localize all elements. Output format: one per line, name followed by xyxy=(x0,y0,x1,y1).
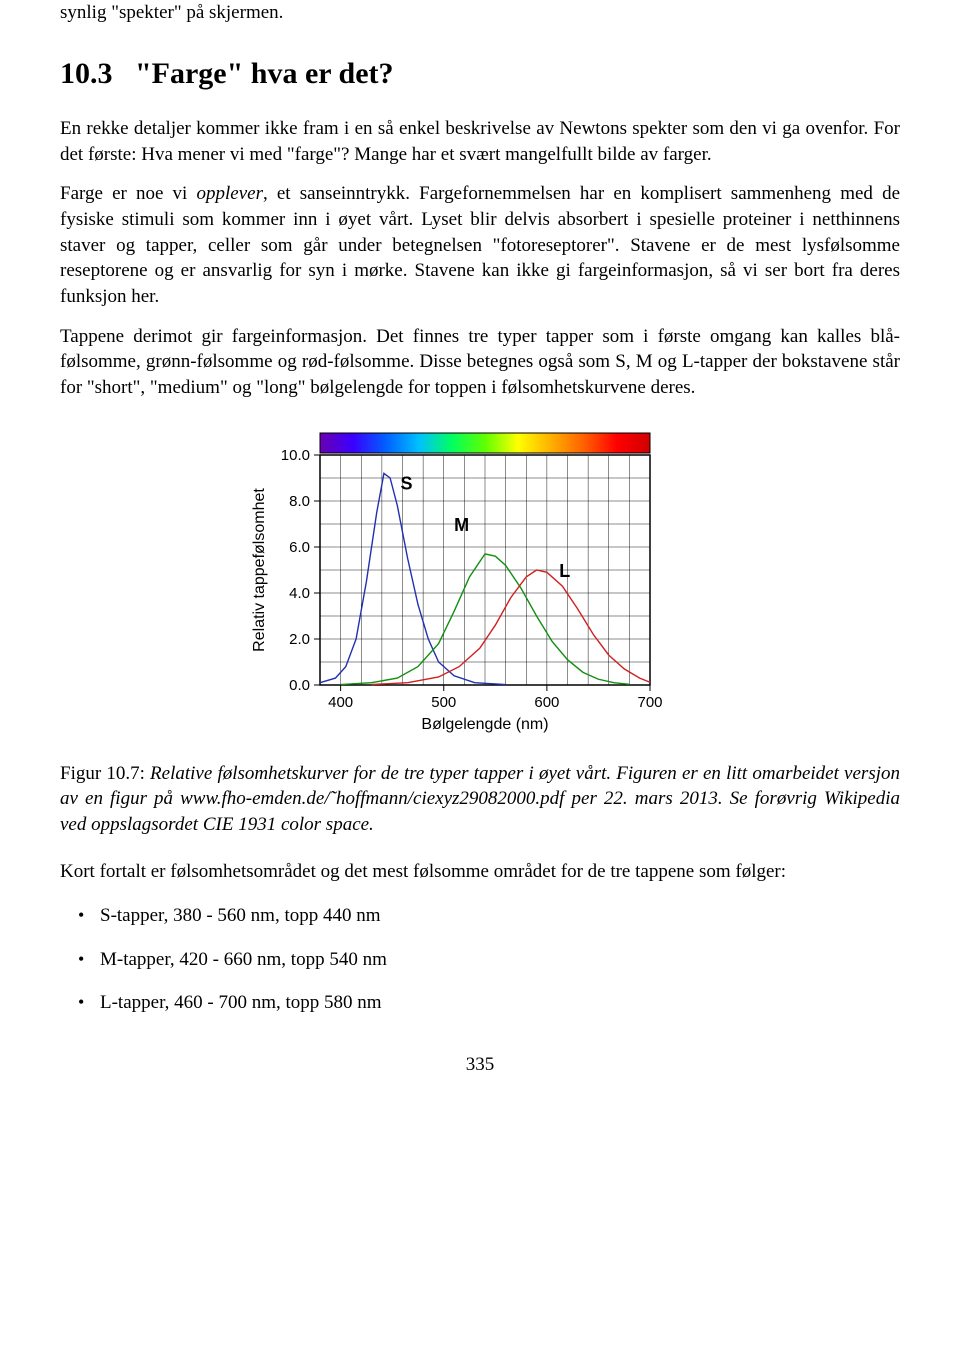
svg-text:4.0: 4.0 xyxy=(289,585,310,602)
svg-text:600: 600 xyxy=(534,694,559,711)
svg-text:700: 700 xyxy=(637,694,662,711)
list-item: M-tapper, 420 - 660 nm, topp 540 nm xyxy=(100,947,900,973)
svg-text:6.0: 6.0 xyxy=(289,539,310,556)
paragraph-4: Kort fortalt er følsomhetsområdet og det… xyxy=(60,859,900,885)
caption-text: Relative følsomhetskurver for de tre typ… xyxy=(60,763,900,835)
svg-text:S: S xyxy=(400,473,412,493)
para2a: Farge er noe vi xyxy=(60,183,196,204)
para2b: opplever xyxy=(196,183,262,204)
page-number: 335 xyxy=(60,1052,900,1078)
svg-text:500: 500 xyxy=(431,694,456,711)
fragment-top: synlig "spekter" på skjermen. xyxy=(60,0,900,26)
svg-text:Bølgelengde (nm): Bølgelengde (nm) xyxy=(421,716,548,733)
svg-text:Relativ tappefølsomhet: Relativ tappefølsomhet xyxy=(251,487,268,651)
cone-types-list: S-tapper, 380 - 560 nm, topp 440 nm M-ta… xyxy=(60,903,900,1016)
svg-text:8.0: 8.0 xyxy=(289,493,310,510)
svg-text:M: M xyxy=(454,514,469,534)
caption-label: Figur 10.7: xyxy=(60,763,150,784)
figure-caption: Figur 10.7: Relative følsomhetskurver fo… xyxy=(60,761,900,838)
svg-text:L: L xyxy=(559,560,570,580)
list-item: S-tapper, 380 - 560 nm, topp 440 nm xyxy=(100,903,900,929)
section-heading: 10.3 "Farge" hva er det? xyxy=(60,54,900,95)
paragraph-3: Tappene derimot gir fargeinformasjon. De… xyxy=(60,324,900,401)
section-title: "Farge" hva er det? xyxy=(135,57,394,90)
svg-text:10.0: 10.0 xyxy=(281,447,310,464)
chart-svg: S M L 400 500 600 700 0.0 2.0 4.0 6.0 8.0 10.0 Bølgel… xyxy=(230,419,730,749)
section-number: 10.3 xyxy=(60,57,113,90)
svg-text:2.0: 2.0 xyxy=(289,631,310,648)
paragraph-1: En rekke detaljer kommer ikke fram i en … xyxy=(60,116,900,167)
list-item: L-tapper, 460 - 700 nm, topp 580 nm xyxy=(100,990,900,1016)
svg-text:400: 400 xyxy=(328,694,353,711)
paragraph-2: Farge er noe vi opplever, et sanseinntry… xyxy=(60,181,900,309)
svg-text:0.0: 0.0 xyxy=(289,677,310,694)
cone-sensitivity-chart: S M L 400 500 600 700 0.0 2.0 4.0 6.0 8.0 10.0 Bølgel… xyxy=(60,419,900,749)
